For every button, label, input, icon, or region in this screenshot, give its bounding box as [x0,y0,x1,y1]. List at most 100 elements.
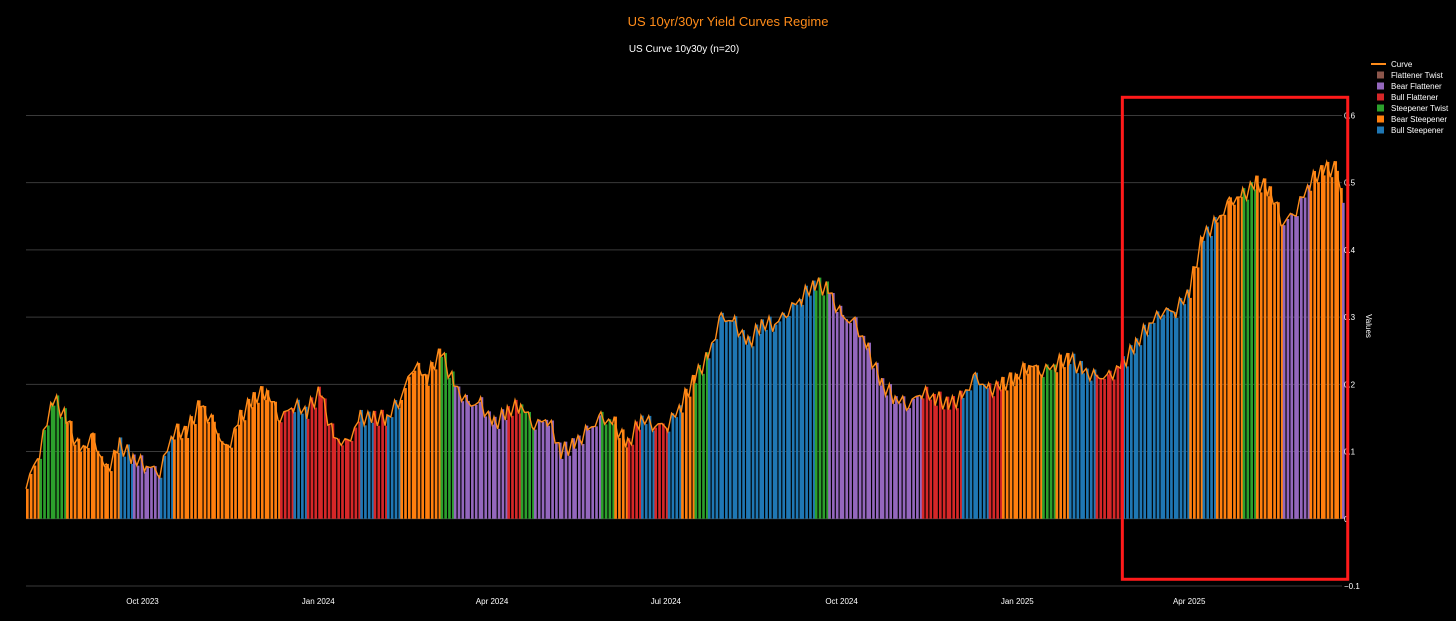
bar [965,389,969,519]
bar [106,463,109,519]
bar [505,420,509,519]
bar [1175,317,1179,519]
x-tick-label: Jan 2025 [1001,597,1034,606]
bar [1286,219,1290,519]
bar [413,370,417,519]
bar [755,324,759,519]
bar [828,293,831,519]
bar [131,463,134,519]
bar [176,423,180,519]
bar [1267,196,1271,519]
bar [1263,178,1267,519]
bar [385,425,388,519]
bar [1326,161,1330,519]
bar [1126,366,1129,519]
bar [421,375,425,519]
bar [280,422,283,519]
bar [654,427,658,519]
bar [1303,197,1307,519]
bar [1196,267,1200,519]
bar [211,414,214,519]
bar [725,321,728,519]
bar [853,318,856,519]
bar [239,409,243,519]
bar [358,421,362,519]
bar [1330,177,1334,519]
bar [427,385,430,519]
bar [885,395,889,519]
bar [344,438,348,519]
bar [1019,379,1022,519]
bar [270,401,274,519]
bar [184,425,188,519]
bar [1108,370,1112,519]
bar [1045,364,1049,519]
legend-swatch [1377,93,1384,101]
bar [641,415,644,519]
bar [1053,364,1057,519]
bar [1143,324,1147,519]
bar [948,409,952,519]
bar [150,467,153,519]
bar [180,438,184,519]
legend-entry: Flattener Twist [1391,71,1444,80]
bar [278,420,281,519]
bar [274,401,277,519]
legend-entry: Bull Flattener [1391,93,1438,102]
bar [113,450,117,519]
bar [801,304,805,519]
bar [1103,378,1106,519]
bar [136,465,140,519]
y-tick-label: 0.5 [1344,179,1356,188]
bar [371,422,375,519]
bar [1135,338,1139,519]
legend-swatch [1377,82,1384,90]
bar [952,396,956,519]
bar [398,408,402,519]
bar [493,416,497,519]
bar [453,385,457,519]
bar [26,488,29,519]
bar [875,362,879,519]
bar [889,384,892,519]
bar [1049,369,1053,519]
bar [916,396,919,519]
legend[interactable]: Curve Flattener Twist Bear Flattener Bull F… [1371,60,1449,135]
bar [451,371,455,519]
bar [868,342,871,519]
bar [933,394,936,519]
bar [327,425,331,519]
bar [1336,170,1339,519]
bar [681,412,684,519]
x-tick-label: Jul 2024 [651,597,682,606]
bar [898,403,902,519]
bar [788,315,791,519]
bar [320,395,323,519]
y-tick-label: 0.6 [1344,111,1356,120]
bar [688,396,692,519]
bar [480,397,484,519]
bar [1240,196,1244,519]
bar [1187,289,1190,519]
bar [1026,373,1030,519]
bar [1068,364,1072,519]
bar [1023,363,1026,519]
bar [604,424,608,519]
bar [497,428,501,519]
bar [341,445,344,519]
bar [92,433,96,519]
bar [1296,216,1299,519]
bar [1040,374,1043,519]
bar [698,364,701,519]
bar [1009,372,1013,519]
bar [140,455,144,519]
bar [1299,196,1303,519]
bar [702,373,705,519]
bar [230,447,234,519]
bar [386,414,390,519]
legend-swatch [1377,71,1384,79]
bar [751,346,755,519]
bar [921,398,925,519]
bar [1066,352,1070,519]
bar [132,454,136,519]
